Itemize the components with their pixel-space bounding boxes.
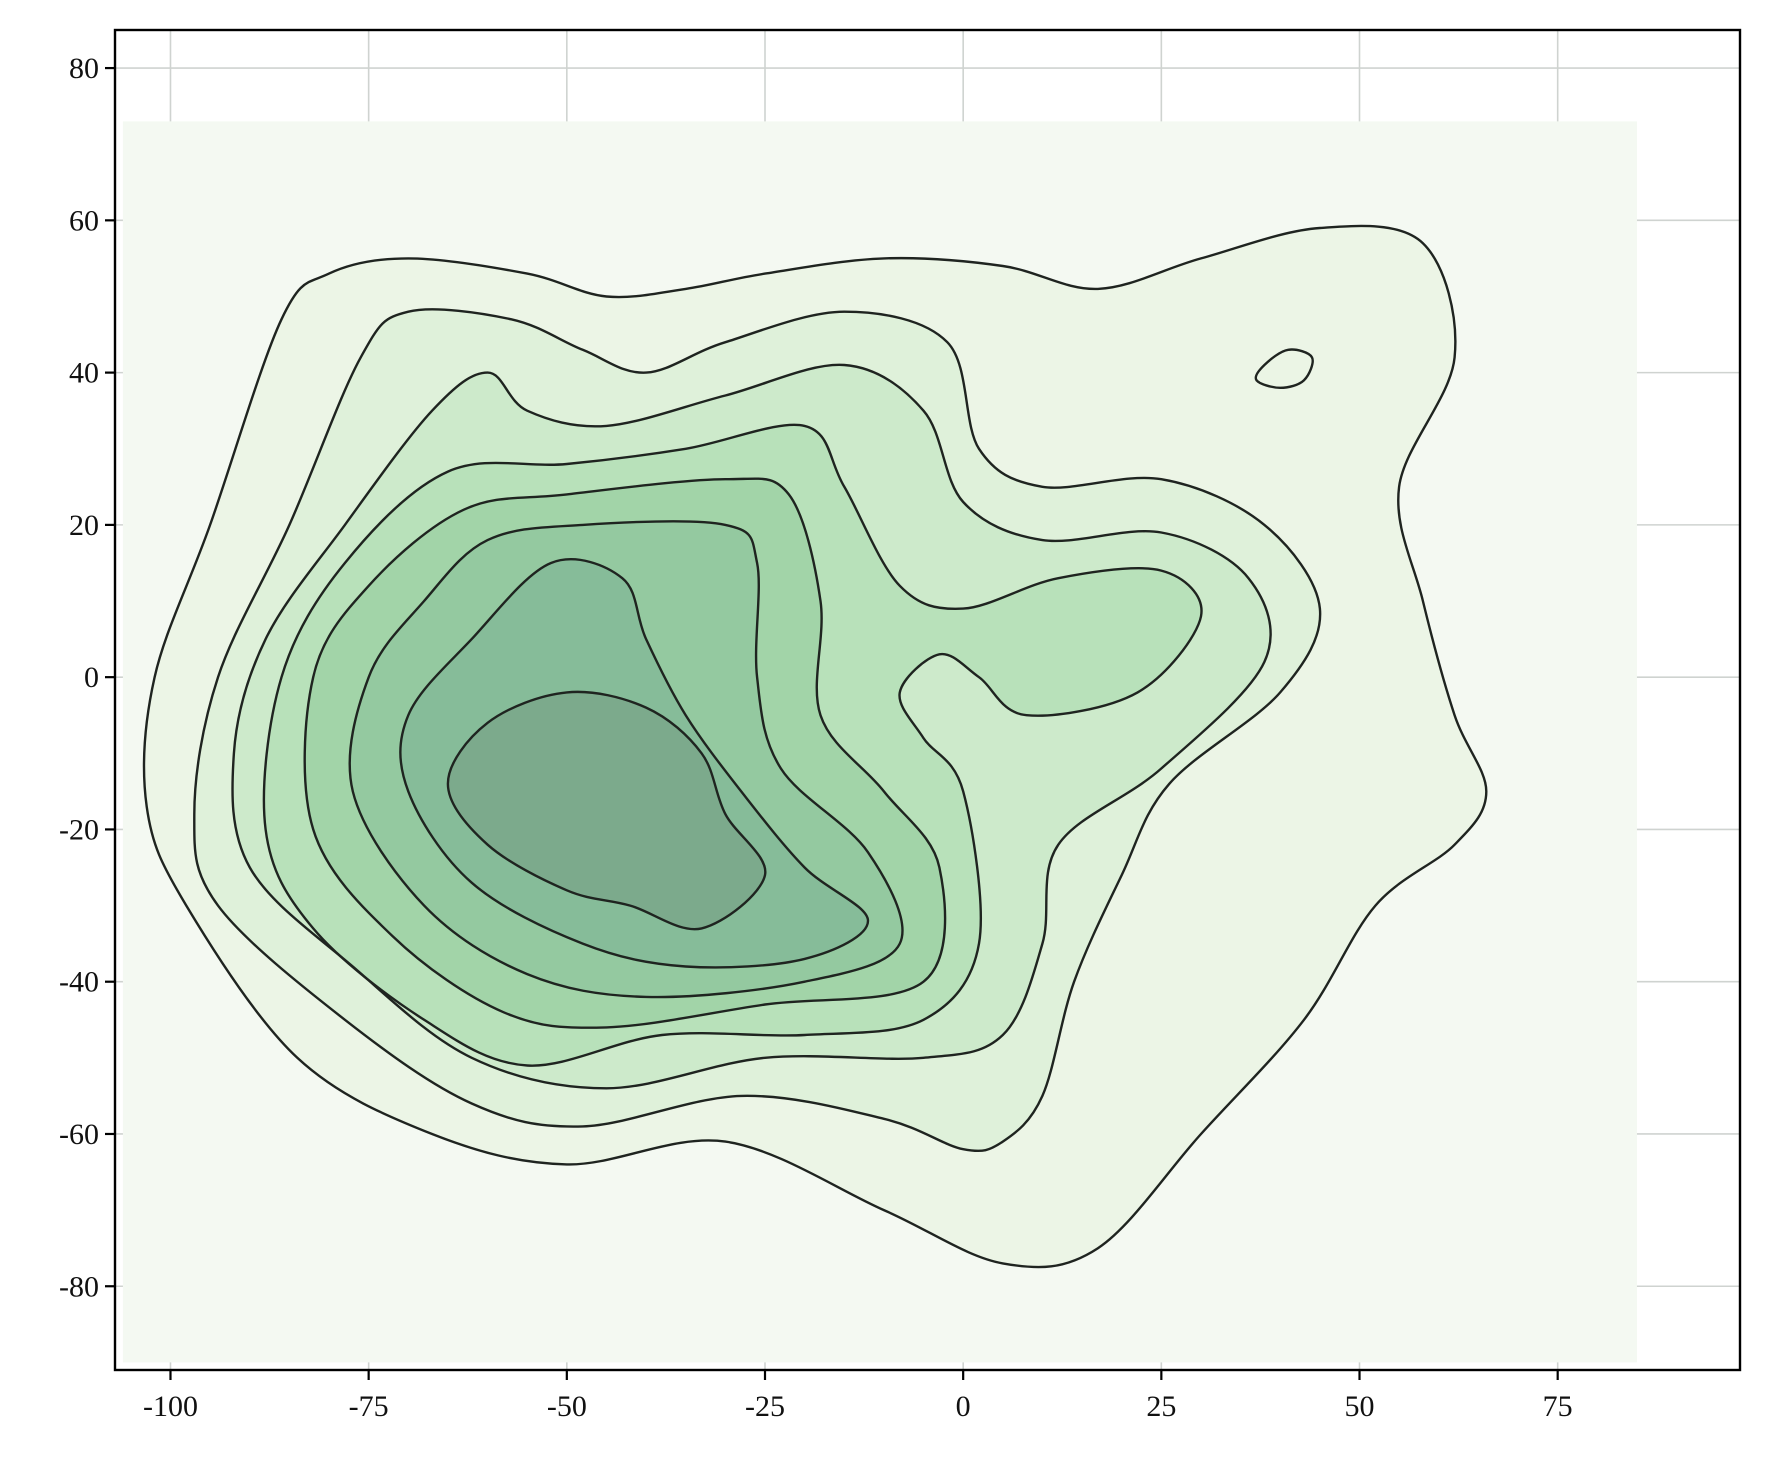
contour-line-level-4 [262, 423, 1203, 1067]
y-tick-label: 0 [84, 661, 99, 694]
x-tick-label: 0 [956, 1390, 971, 1423]
x-tick-label: -100 [143, 1390, 198, 1423]
contour-line-level-1 [142, 224, 1488, 1269]
y-tick-label: -60 [59, 1118, 99, 1151]
contour-line-level-2 [193, 308, 1322, 1153]
x-tick-label: 25 [1146, 1390, 1176, 1423]
x-tick-label: -50 [547, 1390, 587, 1423]
x-tick-label: 50 [1345, 1390, 1375, 1423]
contour-lines [142, 224, 1488, 1269]
y-tick-label: -20 [59, 813, 99, 846]
y-tick-label: -40 [59, 966, 99, 999]
contour-line-level-6 [348, 520, 904, 999]
y-tick-label: -80 [59, 1270, 99, 1303]
contour-line-level-7 [399, 558, 870, 969]
y-tick-label: 80 [69, 52, 99, 85]
contour-fill-level-1 [1255, 349, 1313, 388]
x-tick-label: 75 [1543, 1390, 1573, 1423]
x-tick-label: -25 [745, 1390, 785, 1423]
contour-line-level-1 [1254, 348, 1314, 389]
y-tick-label: 20 [69, 509, 99, 542]
y-tick-label: 60 [69, 204, 99, 237]
density-fills [122, 121, 1637, 1363]
y-tick-label: 40 [69, 357, 99, 390]
contour-line-level-3 [231, 363, 1272, 1090]
plot-frame [113, 28, 1742, 1372]
contour-line-level-8 [446, 690, 767, 931]
x-tick-label: -75 [349, 1390, 389, 1423]
contour-line-level-5 [303, 477, 947, 1029]
axes: -100 -75 -50 -25 0 25 50 75 -80 -60 -40 -20 0 20 40 60 8… [59, 28, 1742, 1423]
